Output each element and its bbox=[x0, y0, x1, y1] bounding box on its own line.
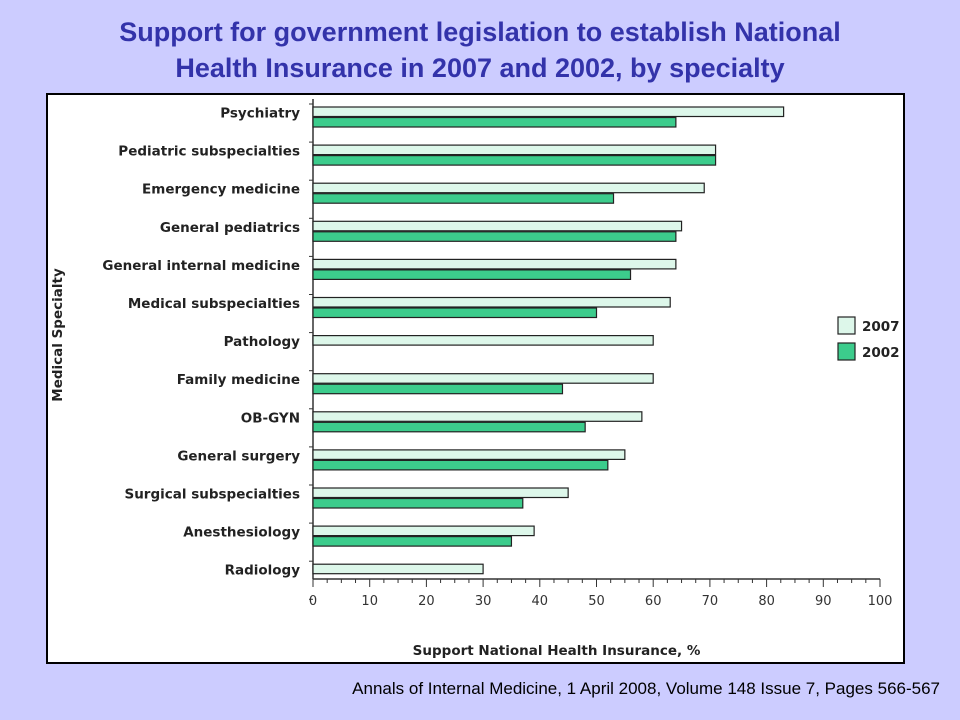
bar-2002 bbox=[312, 307, 598, 319]
x-axis-title: Support National Health Insurance, % bbox=[413, 643, 701, 659]
x-tick-label: 50 bbox=[588, 594, 605, 609]
bar-2007 bbox=[312, 296, 671, 308]
bar-2002 bbox=[312, 383, 564, 395]
bar-2007 bbox=[312, 220, 683, 232]
bar-2002 bbox=[312, 269, 632, 280]
bar-2002 bbox=[312, 116, 677, 128]
category-label: Anesthesiology bbox=[183, 525, 300, 541]
bar-2007 bbox=[312, 144, 717, 156]
category-label: Emergency medicine bbox=[142, 182, 300, 198]
category-label: General surgery bbox=[177, 448, 300, 464]
bar-2002 bbox=[312, 193, 615, 204]
title-line-2: Health Insurance in 2007 and 2002, by sp… bbox=[175, 53, 785, 83]
x-tick-label: 40 bbox=[532, 594, 549, 609]
x-tick-label: 30 bbox=[475, 594, 492, 609]
x-tick-label: 80 bbox=[758, 594, 775, 609]
legend-swatch-2007 bbox=[837, 316, 856, 335]
bar-2007 bbox=[312, 449, 626, 460]
legend-label-2007: 2007 bbox=[862, 319, 900, 335]
category-label: Radiology bbox=[225, 563, 301, 579]
bar-2002 bbox=[312, 154, 717, 166]
bar-2002 bbox=[312, 536, 513, 547]
category-label: Medical subspecialties bbox=[128, 296, 300, 312]
category-label: General internal medicine bbox=[102, 258, 300, 274]
category-label: Pediatric subspecialties bbox=[118, 144, 300, 160]
bar-2002 bbox=[312, 459, 609, 471]
bar-2007 bbox=[312, 487, 569, 499]
x-tick-label: 60 bbox=[645, 594, 662, 609]
citation: Annals of Internal Medicine, 1 April 200… bbox=[352, 679, 940, 698]
bar-2002 bbox=[312, 497, 524, 509]
x-tick-label: 100 bbox=[868, 594, 893, 609]
category-label: Psychiatry bbox=[220, 106, 300, 122]
bar-2007 bbox=[312, 563, 484, 575]
title-line-1: Support for government legislation to es… bbox=[119, 17, 841, 47]
bar-2007 bbox=[312, 106, 785, 118]
category-label: General pediatrics bbox=[160, 220, 300, 236]
bar-2007 bbox=[312, 182, 705, 194]
bar-2007 bbox=[312, 335, 654, 346]
bar-2007 bbox=[312, 411, 643, 422]
category-label: Surgical subspecialties bbox=[124, 487, 300, 503]
x-tick-label: 90 bbox=[815, 594, 832, 609]
y-axis-title: Medical Specialty bbox=[50, 268, 66, 402]
bar-2007 bbox=[312, 258, 677, 270]
category-label: OB-GYN bbox=[241, 410, 300, 426]
slide-title: Support for government legislation to es… bbox=[0, 14, 960, 86]
bar-2007 bbox=[312, 373, 654, 384]
bar-2002 bbox=[312, 421, 586, 433]
bar-2002 bbox=[312, 231, 677, 242]
x-tick-label: 70 bbox=[702, 594, 719, 609]
x-tick-label: 0 bbox=[309, 594, 317, 609]
x-tick-label: 20 bbox=[418, 594, 435, 609]
bar-chart: Psychiatry Pediatric subspecialties Emerge… bbox=[50, 99, 900, 659]
legend-swatch-2002 bbox=[837, 342, 856, 361]
category-label: Family medicine bbox=[177, 372, 300, 388]
category-label: Pathology bbox=[224, 334, 301, 350]
legend-label-2002: 2002 bbox=[862, 345, 900, 361]
chart-frame: Psychiatry Pediatric subspecialties Emerge… bbox=[46, 93, 905, 664]
bar-2007 bbox=[312, 525, 535, 537]
x-tick-label: 10 bbox=[361, 594, 378, 609]
